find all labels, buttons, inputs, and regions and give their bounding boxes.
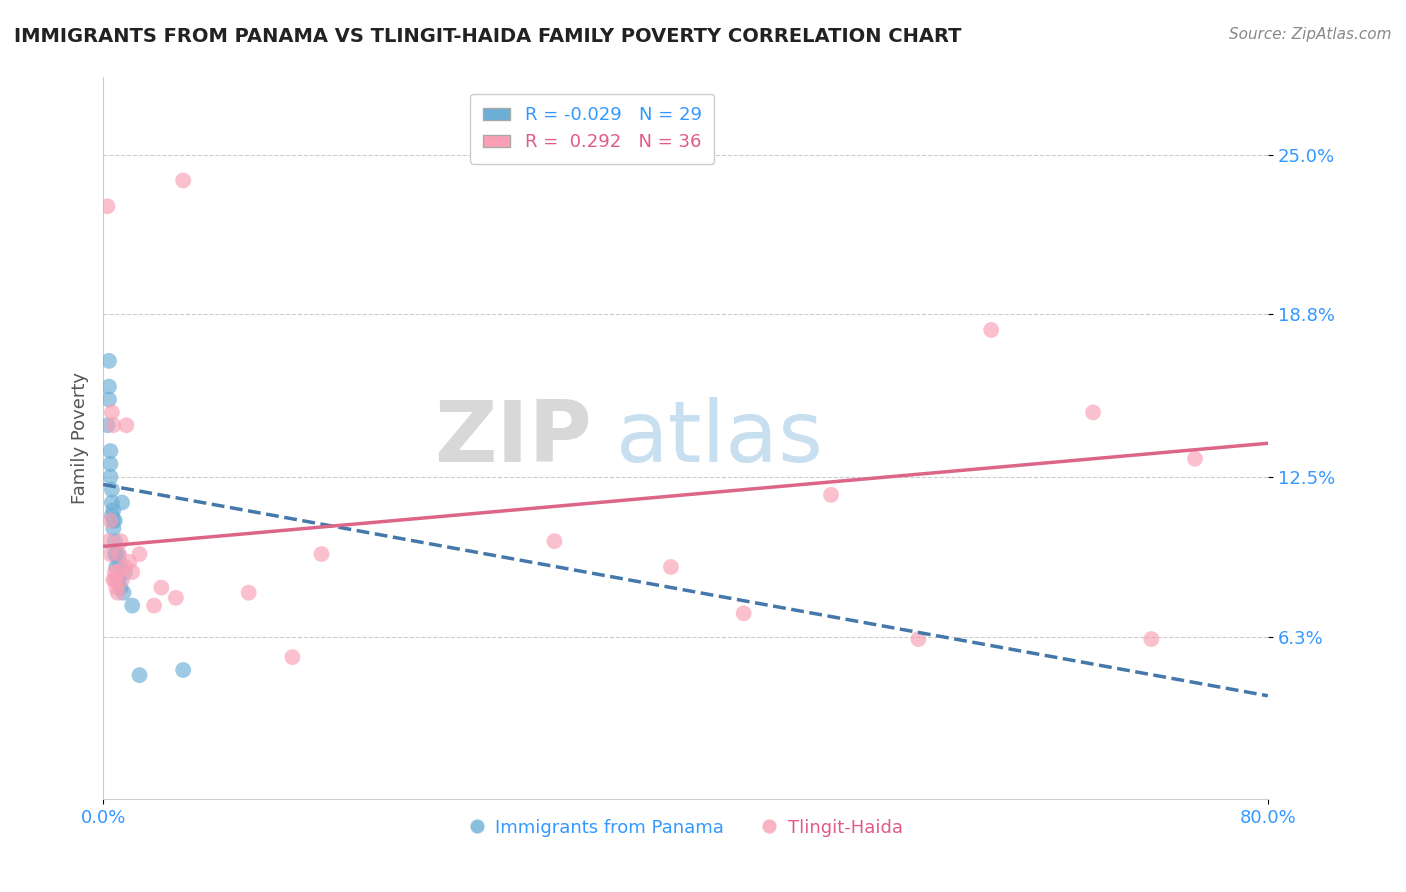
- Point: [1081, 405, 1104, 419]
- Point: [105, 560, 128, 574]
- Point: [112, 585, 135, 599]
- Point: [103, 573, 125, 587]
- Point: [150, 581, 173, 595]
- Point: [96, 418, 118, 433]
- Point: [107, 547, 129, 561]
- Point: [107, 573, 129, 587]
- Point: [238, 585, 260, 599]
- Y-axis label: Family Poverty: Family Poverty: [72, 372, 89, 504]
- Point: [107, 585, 129, 599]
- Legend: Immigrants from Panama, Tlingit-Haida: Immigrants from Panama, Tlingit-Haida: [461, 812, 910, 844]
- Point: [110, 581, 132, 595]
- Point: [128, 547, 150, 561]
- Point: [733, 607, 755, 621]
- Point: [97, 534, 120, 549]
- Point: [907, 632, 929, 646]
- Point: [101, 495, 124, 509]
- Point: [110, 534, 132, 549]
- Point: [108, 547, 131, 561]
- Point: [105, 581, 128, 595]
- Point: [97, 354, 120, 368]
- Point: [121, 599, 143, 613]
- Point: [659, 560, 682, 574]
- Point: [172, 663, 194, 677]
- Point: [121, 565, 143, 579]
- Point: [114, 565, 136, 579]
- Text: IMMIGRANTS FROM PANAMA VS TLINGIT-HAIDA FAMILY POVERTY CORRELATION CHART: IMMIGRANTS FROM PANAMA VS TLINGIT-HAIDA …: [14, 27, 962, 45]
- Point: [101, 483, 124, 497]
- Point: [172, 173, 194, 187]
- Point: [103, 503, 125, 517]
- Point: [101, 508, 124, 523]
- Point: [143, 599, 166, 613]
- Point: [100, 470, 122, 484]
- Point: [111, 495, 134, 509]
- Point: [104, 534, 127, 549]
- Point: [104, 547, 127, 561]
- Text: atlas: atlas: [616, 397, 824, 480]
- Point: [1140, 632, 1163, 646]
- Point: [114, 560, 136, 574]
- Point: [111, 573, 134, 587]
- Point: [281, 650, 304, 665]
- Point: [100, 457, 122, 471]
- Point: [103, 514, 125, 528]
- Point: [108, 555, 131, 569]
- Point: [165, 591, 187, 605]
- Point: [97, 392, 120, 407]
- Point: [820, 488, 842, 502]
- Point: [118, 555, 141, 569]
- Text: ZIP: ZIP: [434, 397, 592, 480]
- Point: [97, 379, 120, 393]
- Point: [115, 418, 138, 433]
- Point: [980, 323, 1002, 337]
- Point: [107, 565, 129, 579]
- Text: Source: ZipAtlas.com: Source: ZipAtlas.com: [1229, 27, 1392, 42]
- Point: [100, 444, 122, 458]
- Point: [311, 547, 333, 561]
- Point: [105, 547, 128, 561]
- Point: [104, 565, 127, 579]
- Point: [128, 668, 150, 682]
- Point: [101, 405, 124, 419]
- Point: [104, 514, 127, 528]
- Point: [100, 514, 122, 528]
- Point: [100, 547, 122, 561]
- Point: [103, 418, 125, 433]
- Point: [104, 573, 127, 587]
- Point: [96, 199, 118, 213]
- Point: [103, 521, 125, 535]
- Point: [1184, 451, 1206, 466]
- Point: [543, 534, 565, 549]
- Point: [108, 573, 131, 587]
